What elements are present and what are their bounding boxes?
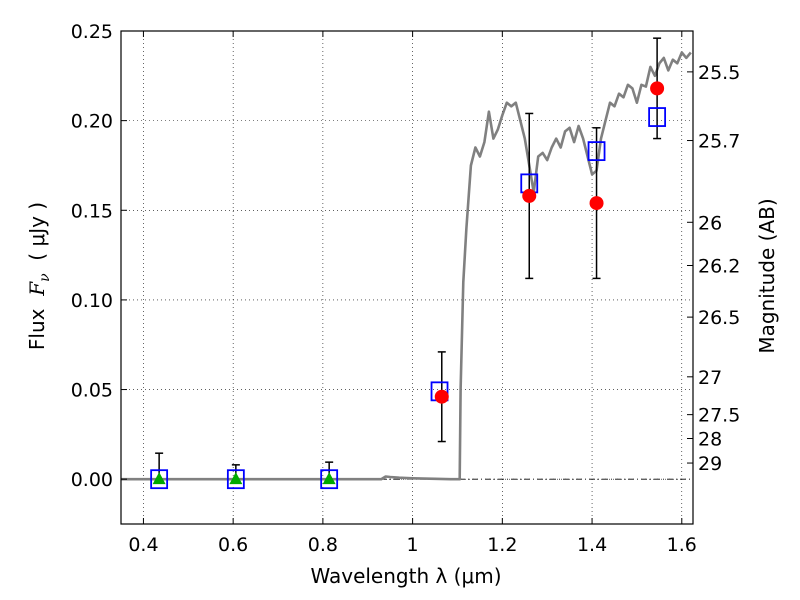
observed-flux-point xyxy=(434,389,449,404)
nondetection-triangle xyxy=(229,472,243,485)
x-tick-label: 0.6 xyxy=(218,534,248,556)
x-tick-label: 0.8 xyxy=(308,534,338,556)
y-axis-label-suffix: ( μJy ) xyxy=(25,202,49,274)
magnitude-tick-label: 25.5 xyxy=(698,62,740,84)
error-bars xyxy=(155,37,662,480)
x-tick-label: 0.4 xyxy=(128,534,158,556)
observed-flux-point xyxy=(522,188,537,203)
observed-flux-point xyxy=(650,81,665,96)
magnitude-tick-label: 28 xyxy=(698,428,722,450)
y-tick-label: 0.10 xyxy=(71,290,113,312)
y-axis-label-subscript: ν xyxy=(37,273,53,282)
magnitude-tick-label: 25.7 xyxy=(698,131,740,153)
x-tick-labels: 0.4 0.6 0.8 1 1.2 1.4 1.6 xyxy=(128,534,697,556)
x-axis-label: Wavelength λ (μm) xyxy=(310,564,501,588)
magnitude-tick-label: 27.5 xyxy=(698,405,740,427)
model-flux-square xyxy=(587,141,606,162)
y-tick-labels: 0.00 0.05 0.10 0.15 0.20 0.25 xyxy=(71,21,113,491)
y-tick-label: 0.15 xyxy=(71,200,113,222)
magnitude-tick-label: 26.5 xyxy=(698,307,740,329)
nondetection-triangle xyxy=(322,472,336,485)
model-photometry-squares xyxy=(150,107,667,490)
y-tick-label: 0.00 xyxy=(71,469,113,491)
magnitude-tick-label: 27 xyxy=(698,367,722,389)
model-sed-line xyxy=(121,51,692,481)
y-tick-label: 0.05 xyxy=(71,380,113,402)
nondetection-triangles xyxy=(152,472,336,485)
axis-ticks xyxy=(121,30,693,524)
model-flux-square xyxy=(150,469,169,490)
plot-frame xyxy=(120,30,694,525)
nondetection-triangle xyxy=(152,472,166,485)
observed-flux-circles xyxy=(434,81,665,404)
y-tick-label: 0.25 xyxy=(71,21,113,43)
model-flux-square xyxy=(648,107,667,127)
model-flux-square xyxy=(226,469,245,490)
x-tick-label: 1 xyxy=(407,534,419,556)
x-tick-label: 1.2 xyxy=(487,534,517,556)
y-axis-label-prefix: Flux xyxy=(25,296,49,350)
right-axis-label: Magnitude (AB) xyxy=(755,198,779,353)
magnitude-tick-label: 29 xyxy=(698,453,722,475)
magnitude-tick-label: 26 xyxy=(698,212,722,234)
y-axis-label: Flux Fν ( μJy ) xyxy=(25,202,53,350)
y-tick-label: 0.20 xyxy=(71,111,113,133)
x-tick-label: 1.4 xyxy=(577,534,607,556)
observed-flux-point xyxy=(589,196,604,211)
magnitude-tick-labels: 25.5 25.7 26 26.2 26.5 27 27.528 29 xyxy=(698,62,740,475)
model-sed-curve xyxy=(121,51,692,481)
model-flux-square xyxy=(320,469,339,490)
x-tick-label: 1.6 xyxy=(667,534,697,556)
y-axis-label-symbol: F xyxy=(25,281,49,297)
grid-lines xyxy=(121,30,693,524)
magnitude-tick-label: 26.2 xyxy=(698,255,740,277)
